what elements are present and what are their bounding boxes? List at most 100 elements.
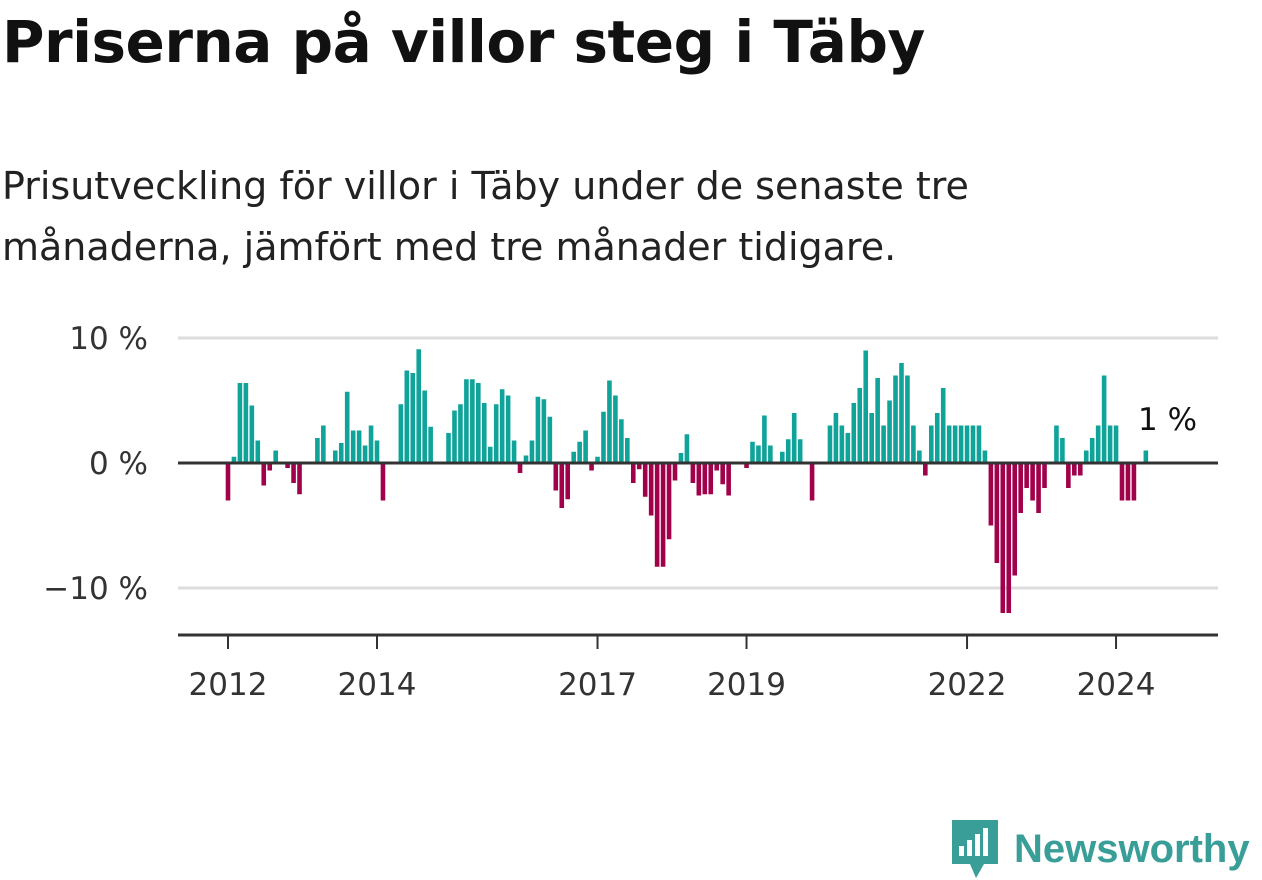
bar-chart: 10 % 0 % −10 % 2012 2014 2017 2019 2022 2024 1 … — [43, 321, 1218, 703]
bar — [750, 441, 755, 463]
bar — [976, 425, 982, 463]
bar — [577, 441, 582, 463]
bar — [1072, 463, 1077, 476]
bar — [517, 463, 523, 473]
bar — [1012, 463, 1018, 576]
bar — [601, 411, 606, 463]
bar — [642, 463, 648, 497]
bar — [291, 463, 296, 483]
bar — [845, 433, 851, 463]
bar — [374, 440, 380, 463]
bar — [934, 413, 940, 463]
bar — [809, 463, 815, 501]
bar — [237, 383, 243, 463]
bar — [416, 349, 422, 463]
bar — [923, 463, 928, 476]
bar — [1006, 463, 1012, 613]
bar — [249, 405, 255, 463]
bar — [422, 390, 427, 463]
bar — [851, 403, 857, 463]
bar — [1101, 375, 1107, 463]
bar — [428, 426, 433, 463]
bar — [1089, 438, 1095, 463]
bar — [768, 445, 773, 463]
bar — [1125, 463, 1131, 501]
bar — [547, 416, 553, 463]
bar — [535, 396, 541, 463]
bar — [315, 438, 320, 463]
bar — [481, 403, 487, 463]
bar — [708, 463, 714, 495]
gridlines — [178, 336, 1218, 590]
bar — [380, 463, 386, 501]
bar — [589, 463, 594, 471]
bar — [779, 451, 785, 463]
bar — [666, 463, 672, 540]
bar — [696, 463, 702, 496]
bar — [452, 410, 457, 463]
bar — [625, 438, 630, 463]
bar — [1095, 425, 1101, 463]
bar — [1042, 463, 1047, 488]
bar — [672, 463, 678, 481]
bar — [398, 404, 404, 463]
bar — [1024, 463, 1029, 488]
bar — [660, 463, 666, 567]
bar — [595, 456, 600, 463]
newsworthy-logo-icon — [952, 820, 998, 878]
bar — [523, 455, 529, 463]
bar — [565, 463, 571, 500]
bar — [744, 463, 749, 468]
bar — [297, 463, 302, 495]
bar — [636, 463, 642, 470]
bar — [607, 380, 612, 463]
bar — [887, 400, 892, 463]
bar — [839, 425, 845, 463]
bar — [958, 425, 964, 463]
y-tick-label: 10 % — [69, 321, 148, 357]
bar — [362, 445, 368, 463]
x-tick-label: 2012 — [189, 667, 268, 703]
bar — [1131, 463, 1137, 501]
bar — [648, 463, 654, 516]
bar — [946, 425, 952, 463]
bar — [404, 370, 410, 463]
bar — [410, 373, 416, 463]
bar — [541, 399, 547, 463]
bar — [714, 463, 720, 471]
bar — [791, 413, 797, 463]
bar — [243, 383, 249, 463]
bar — [797, 439, 803, 463]
bar — [702, 463, 708, 495]
bar — [505, 395, 511, 463]
brand-name: Newsworthy — [1014, 826, 1250, 871]
bar — [285, 463, 290, 468]
x-tick-label: 2024 — [1077, 667, 1156, 703]
bar — [619, 419, 624, 463]
bar — [875, 378, 880, 463]
bar — [928, 425, 934, 463]
bar — [1036, 463, 1041, 513]
bar — [487, 446, 493, 463]
bar — [827, 425, 833, 463]
bar — [273, 450, 278, 463]
bar — [893, 375, 898, 463]
bars — [225, 349, 1149, 613]
bar — [553, 463, 559, 491]
bar — [726, 463, 731, 496]
bar — [1066, 463, 1071, 488]
bar — [231, 456, 237, 463]
bar — [678, 453, 684, 463]
bar — [720, 463, 725, 485]
bar — [446, 433, 451, 463]
brand: Newsworthy — [950, 818, 1250, 880]
x-tick-label: 2017 — [558, 667, 637, 703]
bar — [940, 388, 946, 463]
bar — [756, 445, 761, 463]
x-tick-label: 2014 — [338, 667, 417, 703]
bar — [1143, 450, 1149, 463]
bar — [863, 350, 869, 463]
bar — [684, 434, 690, 463]
bar — [917, 450, 922, 463]
bar — [1113, 425, 1119, 463]
